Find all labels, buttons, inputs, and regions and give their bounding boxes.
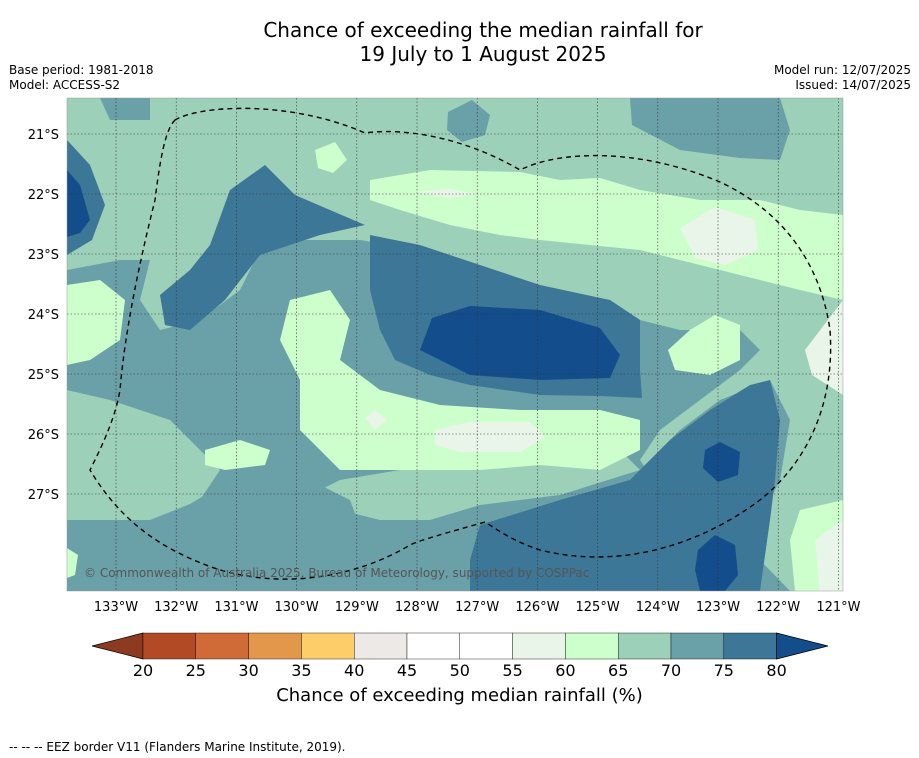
band-80-east — [703, 442, 740, 482]
band-75-80-southeast — [470, 380, 780, 591]
lat-label: 21°S — [28, 128, 59, 143]
colorbar-segment — [723, 632, 777, 660]
colorbar-segment — [406, 632, 460, 660]
colorbar-segment — [565, 632, 619, 660]
colorbar-tick-label: 80 — [766, 661, 786, 680]
colorbar-tick-label: 35 — [291, 661, 311, 680]
lon-label: 132°W — [154, 600, 198, 615]
colorbar-segment — [142, 632, 196, 660]
band-70-75-west-blob — [252, 378, 282, 402]
lat-label: 25°S — [28, 368, 59, 383]
gridlines — [67, 98, 843, 591]
map-frame — [66, 97, 844, 592]
colorbar-tick-label: 45 — [397, 661, 417, 680]
band-55-60-central — [435, 422, 545, 452]
band-60-65-east — [668, 315, 740, 375]
lon-label: 129°W — [335, 600, 379, 615]
lon-label: 128°W — [395, 600, 439, 615]
colorbar-segment — [618, 632, 672, 660]
colorbar-segment — [248, 632, 302, 660]
band-55-60-blob — [365, 410, 387, 430]
colorbar-tick-label: 65 — [608, 661, 628, 680]
band-60-65-sw-blob — [205, 440, 270, 470]
band-80-south — [695, 535, 738, 591]
colorbar-tick-label: 55 — [502, 661, 522, 680]
issued-text: Issued: 14/07/2025 — [795, 78, 911, 92]
contour-layer: © Commonwealth of Australia 2025, Bureau… — [67, 98, 843, 591]
lon-label: 122°W — [756, 600, 800, 615]
colorbar-over-arrow — [776, 632, 829, 660]
colorbar-segment — [512, 632, 566, 660]
band-80-northwest — [67, 170, 90, 237]
band-55-60-east — [680, 207, 758, 265]
band-60-65-central — [280, 290, 640, 470]
colorbar-label: Chance of exceeding median rainfall (%) — [276, 685, 643, 706]
colorbar-segment — [670, 632, 724, 660]
title-line-2: 19 July to 1 August 2025 — [359, 42, 607, 66]
lat-label: 22°S — [28, 188, 59, 203]
colorbar-tick-label: 75 — [714, 661, 734, 680]
lon-label: 123°W — [696, 600, 740, 615]
copyright-text: © Commonwealth of Australia 2025, Bureau… — [84, 566, 589, 580]
lon-label: 130°W — [275, 600, 319, 615]
meta-left: Base period: 1981-2018 Model: ACCESS-S2 — [9, 63, 154, 93]
band-80-central — [420, 306, 620, 380]
colorbar-tick-label: 30 — [238, 661, 258, 680]
band-70-75-north-blob — [447, 100, 490, 142]
band-75-80-west — [160, 165, 365, 330]
band-60-65-north — [370, 170, 843, 300]
band-55-60-north — [415, 189, 478, 198]
eez-legend-note: -- -- -- EEZ border V11 (Flanders Marine… — [9, 740, 346, 754]
eez-border — [89, 107, 832, 580]
band-60-65-sw-edge — [67, 548, 78, 578]
title-line-1: Chance of exceeding the median rainfall … — [263, 18, 703, 42]
colorbar-segment — [195, 632, 249, 660]
base-period-text: Base period: 1981-2018 — [9, 63, 154, 77]
colorbar-segment — [459, 632, 513, 660]
band-55-60-southeast — [815, 520, 843, 591]
lat-label: 27°S — [28, 488, 59, 503]
chart-title: Chance of exceeding the median rainfall … — [0, 18, 919, 66]
band-60-65-west — [67, 280, 125, 365]
colorbar-tick-label: 40 — [344, 661, 364, 680]
colorbar-segment — [354, 632, 408, 660]
colorbar: 20 25 30 35 40 45 50 55 60 65 70 75 80 — [91, 632, 829, 680]
longitude-labels: 133°W 132°W 131°W 130°W 129°W 128°W 127°W 126°W… — [94, 600, 861, 615]
lat-label: 24°S — [28, 308, 59, 323]
lat-label: 23°S — [28, 248, 59, 263]
band-55-60-far-east — [805, 300, 843, 395]
colorbar-tick-label: 70 — [661, 661, 681, 680]
colorbar-tick-label: 50 — [450, 661, 470, 680]
model-run-text: Model run: 12/07/2025 — [773, 63, 911, 77]
colorbar-tick-label: 25 — [186, 661, 206, 680]
colorbar-under-arrow — [91, 632, 144, 660]
meta-right: Model run: 12/07/2025 Issued: 14/07/2025 — [774, 63, 911, 93]
colorbar-segment — [301, 632, 355, 660]
lon-label: 131°W — [214, 600, 258, 615]
colorbar-tick-label: 60 — [555, 661, 575, 680]
lat-label: 26°S — [28, 428, 59, 443]
band-70-75-south — [180, 475, 365, 575]
lon-label: 133°W — [94, 600, 138, 615]
latitude-labels: 21°S 22°S 23°S 24°S 25°S 26°S 27°S — [28, 128, 59, 503]
lon-label: 127°W — [455, 600, 499, 615]
lon-label: 121°W — [816, 600, 860, 615]
lon-label: 125°W — [576, 600, 620, 615]
model-text: Model: ACCESS-S2 — [9, 78, 121, 92]
lon-label: 126°W — [515, 600, 559, 615]
colorbar-tick-label: 20 — [133, 661, 153, 680]
lon-label: 124°W — [636, 600, 680, 615]
band-60-65-n-blob — [315, 142, 347, 173]
band-65-70-south — [300, 450, 640, 520]
